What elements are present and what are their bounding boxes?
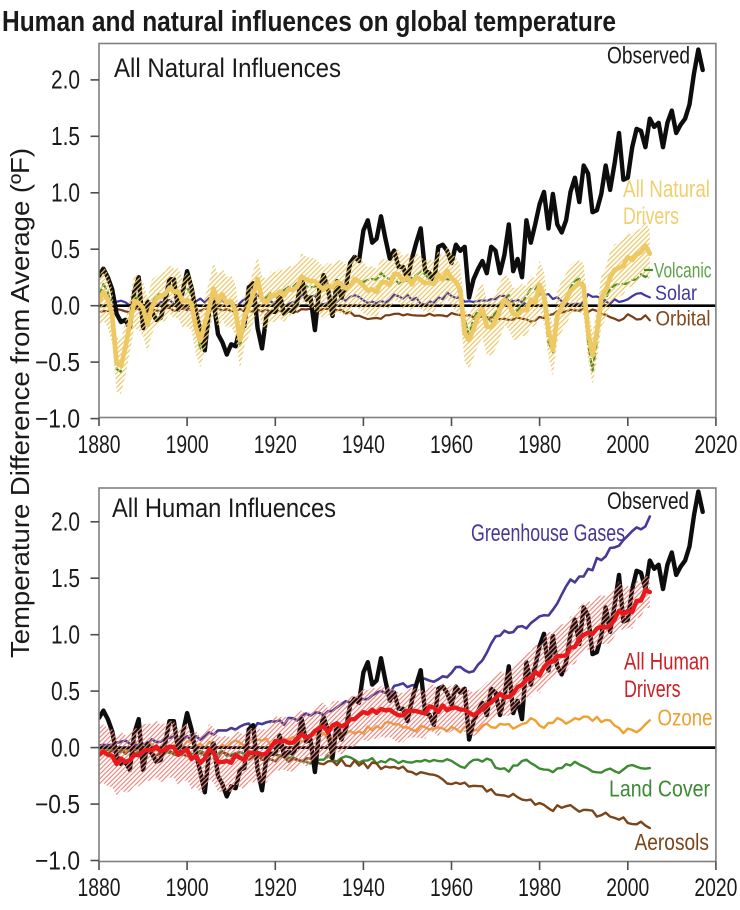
svg-text:All Human Influences: All Human Influences [112,493,336,523]
svg-text:Solar: Solar [655,281,697,305]
svg-text:Observed: Observed [607,44,690,70]
svg-text:Greenhouse Gases: Greenhouse Gases [471,521,625,547]
svg-text:1.0: 1.0 [51,178,80,208]
svg-text:Orbital: Orbital [656,307,711,331]
svg-text:−1.0: −1.0 [35,845,80,875]
svg-text:1900: 1900 [166,875,209,902]
svg-text:1.5: 1.5 [51,121,80,151]
svg-text:1980: 1980 [518,432,561,459]
svg-text:2000: 2000 [606,875,649,902]
svg-text:Drivers: Drivers [623,204,679,230]
svg-text:1880: 1880 [78,875,121,902]
svg-text:Observed: Observed [607,489,689,515]
svg-text:Drivers: Drivers [624,677,681,703]
svg-text:Ozone: Ozone [658,705,713,731]
svg-text:2020: 2020 [694,432,737,459]
svg-text:All Human: All Human [624,650,710,676]
svg-text:Temperature Difference from Av: Temperature Difference from Average (ºF) [5,148,35,658]
svg-text:1960: 1960 [430,875,473,902]
svg-text:1880: 1880 [78,432,121,459]
svg-text:1.0: 1.0 [51,620,80,650]
svg-text:0.5: 0.5 [51,234,80,264]
svg-text:1940: 1940 [342,432,385,459]
svg-text:−0.5: −0.5 [35,347,80,377]
svg-text:All Natural: All Natural [623,177,710,203]
svg-text:All Natural Influences: All Natural Influences [114,53,341,83]
svg-text:2020: 2020 [694,875,737,902]
svg-text:2000: 2000 [606,432,649,459]
svg-text:1920: 1920 [254,432,297,459]
svg-text:Volcanic: Volcanic [654,260,712,283]
svg-text:1900: 1900 [166,432,209,459]
svg-text:Aerosols: Aerosols [635,829,710,855]
svg-text:−1.0: −1.0 [35,403,80,433]
svg-text:1.5: 1.5 [51,563,80,593]
svg-text:1920: 1920 [254,875,297,902]
svg-text:1980: 1980 [518,875,561,902]
svg-text:1960: 1960 [430,432,473,459]
svg-text:2.0: 2.0 [51,507,80,537]
svg-text:0.0: 0.0 [51,291,80,321]
svg-text:Human and natural influences o: Human and natural influences on global t… [2,6,616,38]
svg-text:−0.5: −0.5 [35,789,80,819]
svg-text:Land Cover: Land Cover [609,776,710,802]
svg-text:0.5: 0.5 [51,676,80,706]
svg-text:0.0: 0.0 [51,732,80,762]
svg-text:1940: 1940 [342,875,385,902]
svg-text:2.0: 2.0 [51,65,80,95]
